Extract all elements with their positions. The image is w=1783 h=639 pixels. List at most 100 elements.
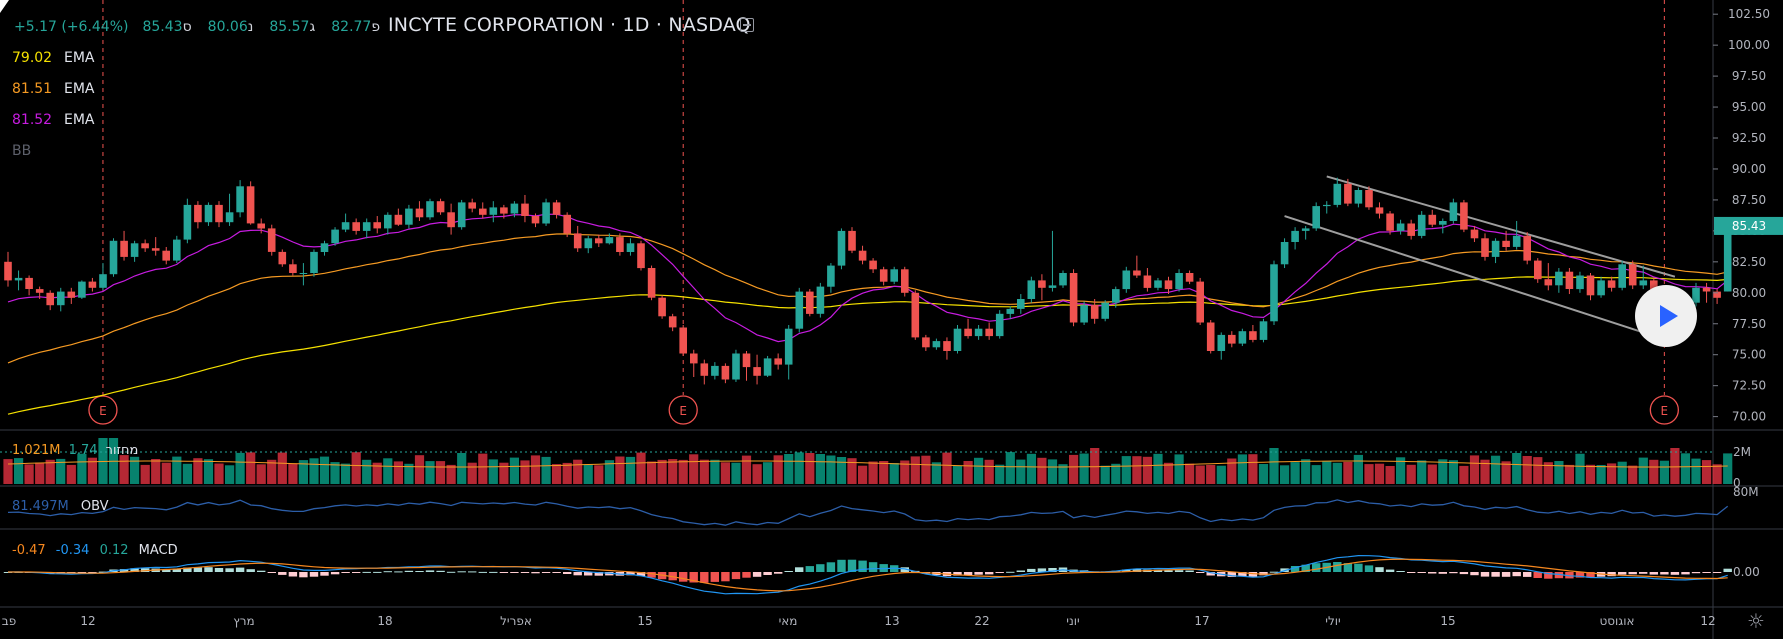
macd-histogram-bar — [1533, 572, 1542, 578]
candle-body — [1143, 275, 1152, 288]
volume-bar — [1153, 453, 1163, 484]
candle-body — [194, 204, 202, 223]
volume-bar — [942, 452, 952, 484]
collapse-legend-button[interactable] — [740, 18, 754, 32]
candle-body — [542, 202, 550, 224]
macd-value-2: -0.34 — [55, 543, 90, 558]
candle-body — [1449, 202, 1458, 221]
candle-body — [278, 251, 287, 265]
macd-histogram-bar — [816, 564, 825, 572]
candle-body — [78, 281, 86, 298]
low-label: נ — [247, 19, 254, 35]
volume-bar — [1438, 459, 1448, 484]
macd-histogram-bar — [826, 562, 836, 572]
price-axis-label: 72.50 — [1732, 379, 1766, 393]
volume-bar — [678, 459, 688, 484]
obv-name: OBV — [80, 499, 109, 514]
volume-bar — [393, 461, 403, 484]
ema-legend-1[interactable]: 79.02 EMA — [12, 50, 95, 66]
macd-histogram-bar — [1523, 572, 1532, 577]
volume-bar — [1185, 463, 1195, 484]
candle-body — [1702, 287, 1711, 292]
macd-histogram-bar — [879, 564, 888, 572]
volume-legend[interactable]: 1.021M 1.74 מחזור — [12, 443, 138, 458]
ema-legend-3[interactable]: 81.52 EMA — [12, 112, 95, 128]
macd-histogram-bar — [88, 572, 97, 573]
macd-histogram-bar — [468, 571, 477, 573]
time-axis-label: מאי — [779, 614, 798, 628]
candle-body — [373, 222, 381, 229]
candle-body — [890, 269, 898, 282]
macd-histogram-bar — [225, 568, 234, 572]
macd-histogram-bar — [1312, 563, 1321, 572]
macd-histogram-bar — [763, 572, 772, 575]
candle-body — [521, 203, 529, 216]
volume-bar — [172, 456, 182, 484]
candle-body — [1460, 202, 1468, 230]
macd-histogram-bar — [1164, 570, 1173, 572]
candle-body — [774, 358, 782, 365]
replay-play-button[interactable] — [1635, 285, 1697, 347]
ema-legend-2[interactable]: 81.51 EMA — [12, 81, 95, 97]
macd-value-1: -0.47 — [12, 543, 46, 558]
candle-body — [173, 239, 181, 261]
volume-bar — [1280, 465, 1290, 484]
macd-histogram-bar — [1438, 572, 1447, 574]
volume-bar — [879, 461, 889, 484]
macd-histogram-bar — [1248, 572, 1258, 577]
volume-bar — [1575, 453, 1585, 484]
volume-bar — [889, 463, 899, 484]
volume-bar — [1290, 462, 1300, 484]
macd-histogram-bar — [1407, 572, 1416, 573]
candle-body — [1249, 331, 1257, 340]
candle-body — [626, 243, 635, 252]
macd-histogram-bar — [1364, 565, 1374, 572]
volume-bar — [1005, 452, 1015, 484]
candle-body — [1048, 285, 1057, 288]
time-axis-label: אוגוסט — [1599, 614, 1634, 628]
macd-legend[interactable]: -0.47 -0.34 0.12 MACD — [12, 543, 178, 558]
volume-bar — [868, 461, 878, 484]
macd-histogram-bar — [1006, 571, 1015, 573]
macd-histogram-bar — [130, 568, 139, 572]
candle-body — [1692, 287, 1700, 303]
candle-body — [1133, 270, 1141, 276]
obv-legend[interactable]: 81.497M OBV — [12, 499, 109, 514]
macd-histogram-bar — [1122, 569, 1131, 572]
settings-gear-icon[interactable]: ☼ — [1747, 609, 1765, 633]
candle-body — [457, 202, 466, 228]
macd-histogram-bar — [679, 572, 688, 582]
volume-bar — [931, 462, 941, 484]
volume-bar — [636, 452, 646, 484]
candle-body — [901, 269, 909, 293]
price-axis-label: 70.00 — [1732, 410, 1766, 424]
time-axis-label: מרץ — [233, 614, 254, 628]
macd-histogram-bar — [330, 572, 340, 575]
macd-histogram-bar — [795, 567, 804, 572]
bb-legend[interactable]: BB — [12, 143, 32, 159]
candle-body — [88, 281, 97, 288]
macd-line — [7, 554, 1728, 595]
candle-body — [668, 316, 677, 328]
candle-body — [1597, 280, 1605, 296]
candle-body — [1122, 270, 1131, 290]
candle-body — [225, 212, 234, 223]
candle-body — [1291, 230, 1299, 242]
change-value: +5.17 (+6.44%) — [14, 19, 129, 35]
candle-body — [405, 208, 413, 225]
candle-body — [1502, 240, 1510, 247]
volume-bar — [1680, 453, 1691, 484]
macd-histogram-bar — [1238, 572, 1247, 577]
macd-histogram-bar — [446, 571, 456, 573]
volume-value-2: 1.74 — [68, 443, 98, 458]
macd-histogram-bar — [478, 571, 487, 573]
volume-bar — [1343, 461, 1353, 484]
candle-body — [1323, 204, 1331, 207]
candle-body — [816, 286, 825, 314]
volume-bar — [161, 462, 171, 484]
close-label: ס — [182, 19, 192, 35]
macd-histogram-bar — [257, 570, 266, 572]
macd-histogram-bar — [1723, 568, 1732, 572]
